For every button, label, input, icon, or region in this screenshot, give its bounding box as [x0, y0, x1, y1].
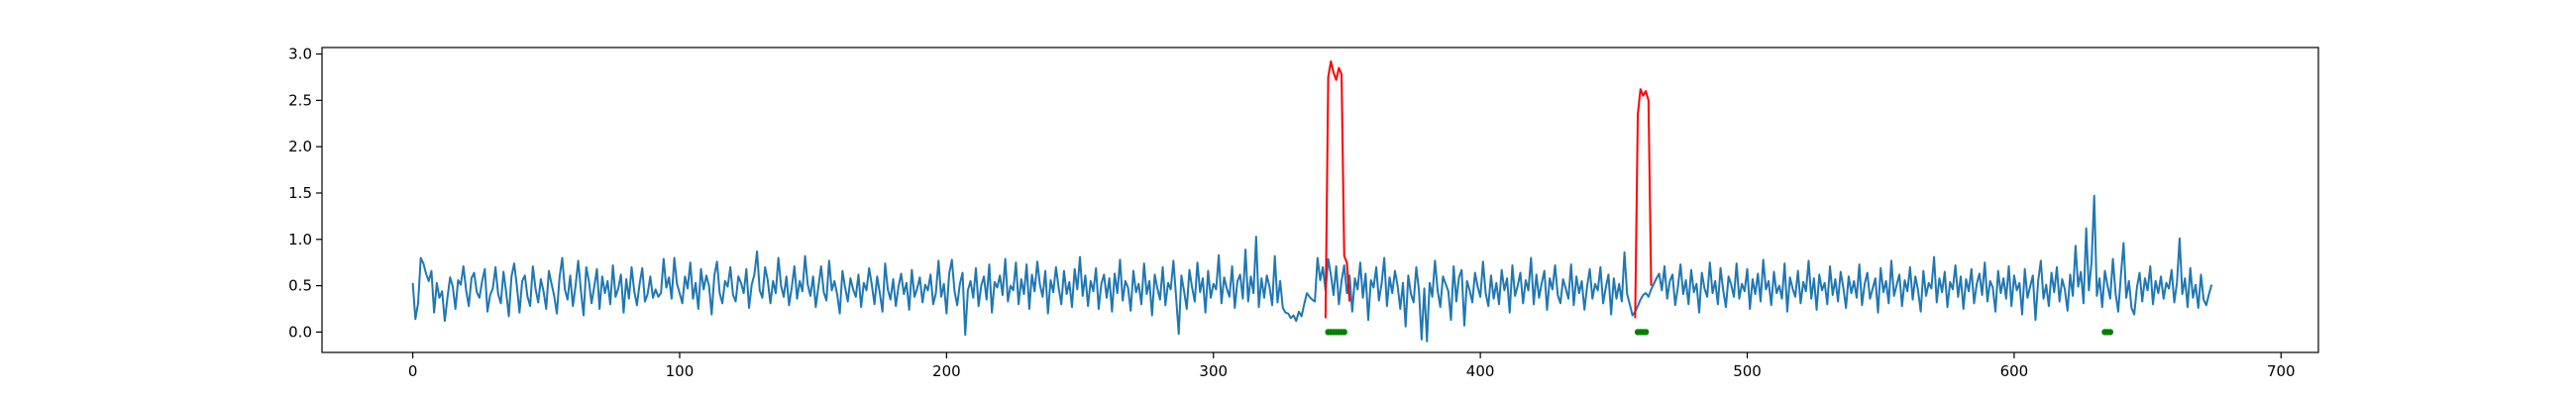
x-tick-label: 0: [408, 362, 418, 380]
series-0-line: [411, 194, 2213, 343]
x-axis: 0 100 200 300 400 500 600 700: [408, 352, 2296, 380]
series-1-line: [1324, 60, 1351, 319]
y-tick-label: 1.5: [288, 184, 312, 202]
y-tick-label: 2.0: [288, 138, 312, 155]
x-tick-label: 400: [1466, 362, 1495, 380]
plot-frame: [321, 47, 2319, 353]
data-point: [1642, 329, 1650, 336]
series-3-markers: [1325, 329, 2114, 336]
y-tick-label: 1.0: [288, 231, 312, 248]
x-tick-label: 100: [666, 362, 695, 380]
y-axis: 0.0 0.5 1.0 1.5 2.0 2.5 3.0: [288, 46, 322, 341]
y-tick-label: 0.5: [288, 277, 312, 295]
x-tick-label: 600: [2000, 362, 2029, 380]
x-tick-label: 200: [932, 362, 961, 380]
series-layer: [411, 60, 2213, 343]
x-tick-label: 300: [1199, 362, 1228, 380]
plot-area: [322, 48, 2318, 352]
data-point: [1341, 329, 1347, 336]
y-tick-label: 3.0: [288, 46, 312, 63]
x-tick-label: 500: [1733, 362, 1762, 380]
x-tick-label: 700: [2267, 362, 2296, 380]
y-tick-label: 2.5: [288, 91, 312, 109]
y-tick-label: 0.0: [288, 323, 312, 341]
series-2-line: [1634, 88, 1653, 319]
data-point: [2106, 329, 2114, 336]
